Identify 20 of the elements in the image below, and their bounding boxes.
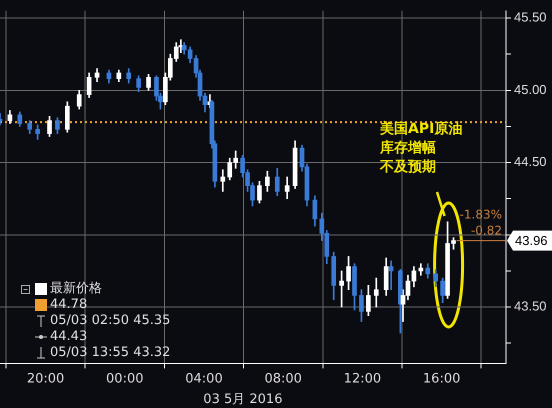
y-tick-label: 44.50 bbox=[514, 154, 547, 170]
legend-label: 44.78 bbox=[50, 297, 88, 313]
annotation: 44.43 bbox=[50, 329, 88, 345]
y-tick-label: 45.00 bbox=[514, 82, 547, 97]
x-axis-title: 03 5月 2016 bbox=[203, 392, 282, 407]
annotation: -1.83% bbox=[460, 208, 502, 222]
x-tick-label: 20:00 bbox=[26, 372, 64, 387]
x-tick-label: 16:00 bbox=[422, 372, 460, 387]
annotation: 05/03 02:50 45.35 bbox=[50, 313, 170, 329]
annotation: 美国API原油库存增幅不及预期 bbox=[380, 120, 462, 177]
legend-label: 最新价格 bbox=[50, 281, 102, 297]
x-tick-label: 08:00 bbox=[264, 372, 302, 387]
y-tick-label: 45.50 bbox=[514, 10, 547, 25]
annotation: 05/03 13:55 43.32 bbox=[50, 345, 170, 361]
y-tick-label: 43.50 bbox=[514, 298, 547, 314]
annotation: 43.96 bbox=[515, 233, 548, 248]
x-tick-label: 12:00 bbox=[344, 372, 382, 387]
x-tick-label: 04:00 bbox=[185, 372, 223, 387]
x-tick-label: 00:00 bbox=[106, 372, 144, 387]
annotation: -0.82 bbox=[470, 224, 502, 238]
